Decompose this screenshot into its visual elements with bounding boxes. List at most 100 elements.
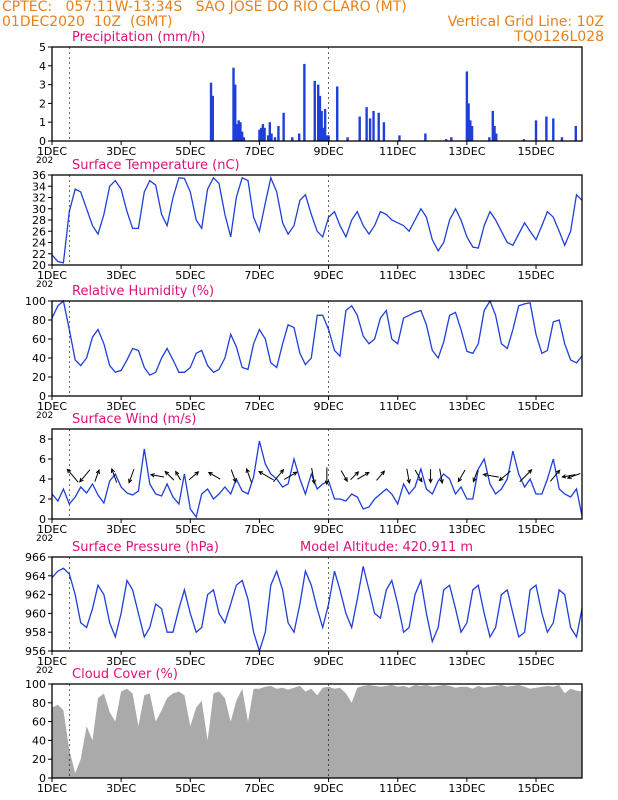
y-tick-label: 40 <box>32 352 46 365</box>
header-line2-left: 01DEC2020 10Z (GMT) <box>2 14 173 30</box>
wind-arrow-shaft <box>376 470 385 481</box>
precip-bar <box>266 135 270 141</box>
wind-arrow-head <box>258 471 264 476</box>
precip-bar <box>368 118 372 141</box>
precip-bar <box>470 125 474 141</box>
precip-bar <box>318 95 322 141</box>
precip-bar <box>325 135 329 141</box>
precip-bar <box>259 127 263 141</box>
wind-arrow-head <box>207 471 213 477</box>
precip-bar <box>444 139 448 141</box>
wind-arrow-head <box>498 476 504 482</box>
x-tick-label: 11DEC <box>379 655 416 668</box>
precip-bar <box>237 120 240 141</box>
wind-arrow-shaft <box>439 468 443 484</box>
y-tick-label: 5 <box>39 41 46 54</box>
wind-arrow-shaft <box>340 470 348 482</box>
header-line1: CPTEC: 057:11W-13:34S SAO JOSE DO RIO CL… <box>2 0 407 15</box>
x-tick-label: 3DEC <box>106 782 136 795</box>
x-tick-label: 7DEC <box>244 400 274 413</box>
wind-arrow-shaft <box>175 471 182 481</box>
wind-arrow-shaft <box>457 469 466 482</box>
wind-arrow-head <box>110 467 115 474</box>
wind-arrow-shaft <box>94 469 100 482</box>
precip-bar <box>263 127 266 141</box>
series-line <box>51 440 583 519</box>
series-line <box>51 175 583 264</box>
wind-arrow <box>230 469 237 484</box>
panel-4 <box>48 556 583 655</box>
wind-arrow-shaft <box>499 470 511 481</box>
wind-arrow <box>79 469 91 483</box>
panel-title: Surface Temperature (nC) <box>72 158 240 173</box>
precip-bar <box>467 103 470 141</box>
precip-bar <box>491 110 495 141</box>
precip-bar <box>358 116 361 141</box>
wind-arrow-shaft <box>79 469 91 483</box>
precip-bar <box>398 135 401 141</box>
precip-bar <box>322 127 325 141</box>
y-tick-label: 958 <box>25 626 46 639</box>
wind-arrow-head <box>482 472 488 478</box>
x-tick-label: 5DEC <box>175 655 205 668</box>
wind-arrow <box>457 469 466 483</box>
wind-arrow <box>519 469 533 483</box>
x-tick-label: 15DEC <box>517 145 554 158</box>
x-tick-label: 15DEC <box>517 400 554 413</box>
y-tick-label: 40 <box>32 734 46 747</box>
wind-arrow-shaft <box>188 471 199 481</box>
precip-bar <box>493 125 496 141</box>
precip-bar <box>495 133 498 141</box>
precip-bar <box>545 116 548 141</box>
y-tick-label: 60 <box>32 333 46 346</box>
x-tick-label: 3DEC <box>106 400 136 413</box>
x-tick-label: 9DEC <box>314 523 344 536</box>
wind-arrow-shaft <box>414 469 423 482</box>
wind-arrow-shaft <box>246 468 253 483</box>
precip-bar <box>320 110 323 141</box>
year-fragment: 202 <box>36 534 53 544</box>
precip-bar <box>488 137 491 141</box>
precip-bar <box>273 137 277 141</box>
panel-annotation: Model Altitude: 420.911 m <box>300 540 473 555</box>
wind-arrow-shaft <box>472 469 479 482</box>
panel-title: Relative Humidity (%) <box>72 284 214 299</box>
wind-arrow-head <box>380 470 386 476</box>
wind-arrow-shaft <box>128 468 135 483</box>
cloud-area <box>52 684 582 778</box>
wind-arrow <box>164 470 175 481</box>
wind-arrow <box>414 469 423 483</box>
wind-arrow-head <box>406 478 411 485</box>
wind-arrow-head <box>175 470 180 476</box>
x-tick-label: 1DEC <box>37 782 67 795</box>
x-tick-label: 1DEC <box>37 269 67 282</box>
header-line2-right: Vertical Grid Line: 10Z <box>447 14 604 30</box>
x-tick-label: 15DEC <box>517 782 554 795</box>
x-tick-label: 13DEC <box>448 782 485 795</box>
precip-bar <box>317 84 320 141</box>
wind-arrow <box>549 469 561 482</box>
precip-bar <box>297 133 301 141</box>
precip-bar <box>291 137 294 141</box>
y-tick-label: 962 <box>25 589 46 602</box>
year-fragment: 202 <box>36 156 53 166</box>
wind-arrow-head <box>149 473 155 478</box>
panel-3 <box>48 428 583 523</box>
y-tick-label: 80 <box>32 314 46 327</box>
wind-arrow-shaft <box>273 469 284 483</box>
y-tick-label: 30 <box>32 203 46 216</box>
precip-bar <box>209 82 213 141</box>
wind-arrow <box>566 473 581 479</box>
x-tick-label: 13DEC <box>448 145 485 158</box>
x-tick-label: 9DEC <box>314 655 344 668</box>
precip-bar <box>346 137 349 141</box>
wind-arrow-head <box>164 470 170 476</box>
series-line <box>51 566 583 654</box>
precip-bar <box>234 84 237 141</box>
x-tick-label: 11DEC <box>379 269 416 282</box>
wind-arrow-head <box>472 477 477 483</box>
y-tick-label: 0 <box>39 390 46 403</box>
y-tick-label: 0 <box>39 513 46 526</box>
wind-arrow-shaft <box>519 469 532 483</box>
